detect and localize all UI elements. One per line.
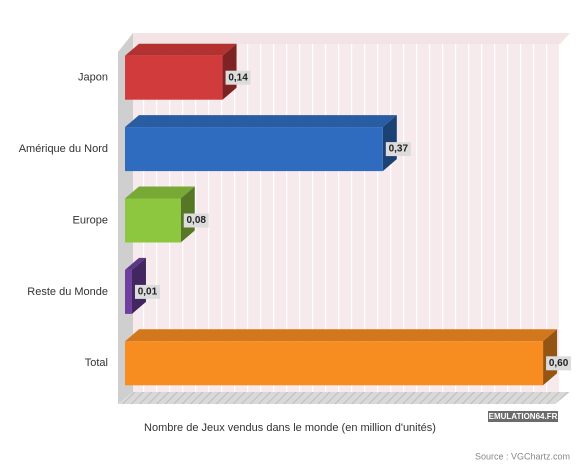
x-axis-label: Nombre de Jeux vendus dans le monde (en … xyxy=(144,422,436,434)
value-label-box xyxy=(546,356,572,371)
y-tick-label: Amérique du Nord xyxy=(19,143,108,155)
value-label: 0,60 xyxy=(549,358,569,369)
y-tick-label: Europe xyxy=(73,214,108,226)
floor xyxy=(118,392,570,404)
value-label: 0,37 xyxy=(389,144,409,155)
value-label: 0,08 xyxy=(187,215,207,226)
watermark: EMULATION64.FR xyxy=(489,412,558,421)
y-tick-label: Japon xyxy=(78,72,108,84)
bar-top xyxy=(125,115,397,128)
value-label: 0,14 xyxy=(228,72,248,83)
watermark-box xyxy=(488,411,558,422)
bar xyxy=(125,55,223,100)
value-label-box xyxy=(134,284,160,299)
value-label: 0,01 xyxy=(138,287,158,298)
bar-top xyxy=(125,257,146,270)
value-label-box xyxy=(385,142,411,157)
bar-top xyxy=(125,43,237,56)
source: Source : VGChartz.com xyxy=(475,451,570,461)
bar-top xyxy=(125,186,195,199)
y-tick-label: Total xyxy=(85,357,108,369)
bar xyxy=(125,198,181,243)
value-label-box xyxy=(183,213,209,228)
bar xyxy=(125,269,132,314)
bar-top xyxy=(125,329,558,342)
plot-back-top xyxy=(125,33,570,44)
bar xyxy=(125,127,383,172)
y-tick-label: Reste du Monde xyxy=(27,286,108,298)
value-label-box xyxy=(225,70,251,85)
bar xyxy=(125,341,544,386)
